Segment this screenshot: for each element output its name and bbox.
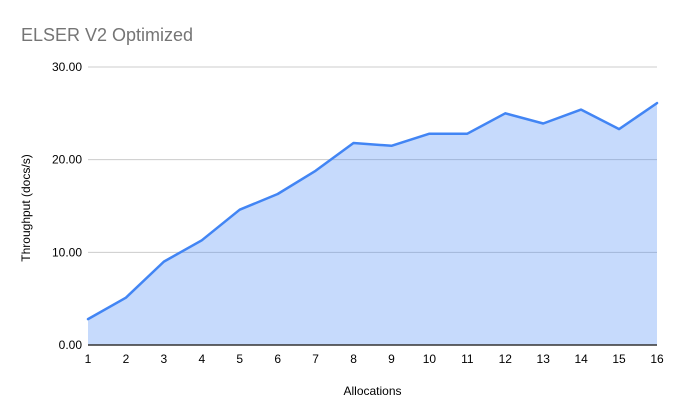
x-tick-label: 1 (85, 352, 92, 366)
y-tick-label: 30.00 (52, 60, 82, 74)
x-tick-label: 3 (161, 352, 168, 366)
y-axis-title: Throughput (docs/s) (19, 154, 33, 262)
x-tick-label: 15 (612, 352, 626, 366)
x-axis-title: Allocations (343, 384, 402, 398)
chart-title: ELSER V2 Optimized (21, 25, 194, 45)
x-tick-label: 16 (650, 352, 664, 366)
x-tick-label: 7 (312, 352, 319, 366)
series-area (88, 103, 657, 345)
y-tick-label: 20.00 (52, 153, 82, 167)
y-tick-label: 0.00 (59, 338, 83, 352)
x-tick-label: 5 (236, 352, 243, 366)
x-tick-label: 14 (574, 352, 588, 366)
x-tick-label: 8 (350, 352, 357, 366)
x-tick-label: 11 (461, 352, 474, 366)
y-tick-label: 10.00 (52, 245, 82, 259)
x-tick-label: 12 (499, 352, 513, 366)
x-tick-label: 13 (537, 352, 551, 366)
series-line (86, 101, 659, 321)
x-tick-label: 6 (274, 352, 281, 366)
x-tick-label: 10 (423, 352, 437, 366)
x-tick-label: 2 (123, 352, 130, 366)
x-tick-label: 4 (198, 352, 205, 366)
x-tick-label: 9 (388, 352, 395, 366)
